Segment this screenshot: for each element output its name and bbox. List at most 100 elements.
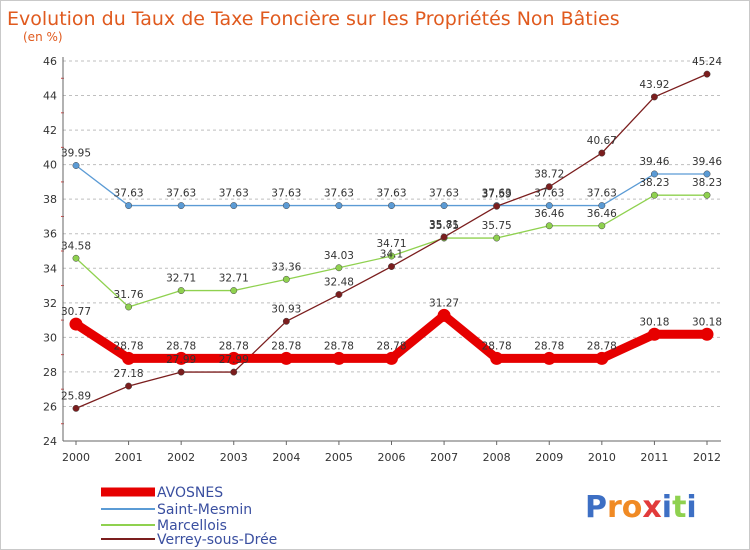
x-tick-label: 2009 [535, 451, 563, 464]
data-point [542, 351, 556, 365]
data-label: 30.93 [271, 303, 301, 315]
data-label: 37.63 [219, 188, 249, 200]
data-label: 36.46 [587, 208, 617, 220]
data-label: 27.99 [166, 354, 196, 366]
data-point [72, 404, 80, 412]
data-label: 38.23 [639, 177, 669, 189]
data-point [545, 222, 553, 230]
data-label: 34.58 [61, 240, 91, 252]
data-label: 30.18 [692, 316, 722, 328]
y-tick-label: 46 [43, 55, 57, 68]
chart-title: Evolution du Taux de Taxe Foncière sur l… [7, 8, 620, 30]
data-label: 37.63 [482, 188, 512, 200]
series-saint-mesmin [72, 162, 711, 210]
x-tick-label: 2002 [167, 451, 195, 464]
y-tick-label: 24 [43, 435, 57, 448]
y-tick-label: 44 [43, 90, 57, 103]
data-point [177, 368, 185, 376]
data-point [388, 202, 395, 210]
data-point [598, 149, 606, 157]
data-label: 28.78 [534, 340, 564, 352]
data-point [230, 287, 238, 295]
data-point [440, 233, 448, 241]
data-point [703, 70, 711, 78]
data-label: 28.78 [166, 340, 196, 352]
data-label: 37.59 [482, 188, 512, 200]
x-tick-label: 2010 [588, 451, 616, 464]
legend: AVOSNESSaint-MesminMarcelloisVerrey-sous… [101, 485, 277, 548]
proxiti-logo: Proxiti [585, 490, 697, 525]
data-label: 38.23 [692, 177, 722, 189]
data-label: 39.46 [639, 156, 669, 168]
data-label: 43.92 [639, 79, 669, 91]
logo-letter: o [622, 490, 643, 525]
x-tick-label: 2007 [430, 451, 458, 464]
data-point [493, 234, 501, 242]
data-point [595, 351, 609, 365]
data-point [69, 317, 83, 331]
y-tick-label: 32 [43, 297, 57, 310]
data-label: 25.89 [61, 390, 91, 402]
data-point [332, 351, 346, 365]
data-point [230, 368, 238, 376]
data-point [282, 202, 290, 210]
series-layer [69, 70, 714, 412]
data-label: 35.75 [429, 220, 459, 232]
data-point [282, 317, 290, 325]
legend-label: Saint-Mesmin [157, 502, 252, 518]
data-label: 32.71 [219, 273, 249, 285]
chart-subtitle: (en %) [23, 30, 63, 44]
data-label: 37.63 [114, 188, 144, 200]
x-tick-label: 2005 [325, 451, 353, 464]
data-label: 34.71 [376, 238, 406, 250]
y-tick-label: 36 [43, 228, 57, 241]
logo-letter: r [607, 490, 622, 525]
data-point [125, 303, 133, 311]
y-tick-label: 38 [43, 193, 57, 206]
data-point [335, 264, 343, 272]
data-point [177, 287, 185, 295]
data-point [72, 162, 80, 169]
logo-letter: P [585, 490, 607, 525]
data-label: 27.18 [114, 368, 144, 380]
axes: 24 26 28 30 32 34 36 38 40 42 44 46 2000 2001 2002 2003… [43, 55, 721, 464]
data-point [703, 191, 711, 199]
data-point [490, 351, 504, 365]
logo-letter: t [672, 490, 686, 525]
data-label: 28.78 [219, 340, 249, 352]
data-label: 28.78 [114, 340, 144, 352]
y-tick-label: 26 [43, 400, 57, 413]
data-point [72, 254, 80, 262]
x-tick-label: 2012 [693, 451, 721, 464]
data-label: 35.81 [429, 219, 459, 231]
data-label: 37.63 [534, 188, 564, 200]
data-point [545, 202, 553, 210]
data-label: 31.27 [429, 297, 459, 309]
x-tick-label: 2004 [272, 451, 300, 464]
series-avosnes [69, 308, 714, 365]
x-tick-label: 2000 [62, 451, 90, 464]
data-point [437, 308, 451, 322]
y-tick-label: 30 [43, 331, 57, 344]
data-point [650, 170, 658, 178]
data-point [282, 275, 290, 283]
x-tick-label: 2006 [378, 451, 406, 464]
data-point [703, 170, 711, 178]
logo-letter: i [686, 490, 696, 525]
x-tick-label: 2003 [220, 451, 248, 464]
data-point [335, 202, 343, 210]
data-label: 28.78 [271, 340, 301, 352]
data-point [125, 382, 133, 390]
data-label: 37.63 [376, 188, 406, 200]
data-label: 39.95 [61, 148, 91, 160]
data-point [650, 93, 658, 101]
x-tick-label: 2011 [640, 451, 668, 464]
data-point [279, 351, 293, 365]
series-verrey-sous-dr-e [72, 70, 711, 412]
data-point [545, 183, 553, 191]
data-point [227, 351, 241, 365]
data-point [385, 351, 398, 365]
data-point [335, 291, 343, 298]
y-tick-label: 34 [43, 262, 57, 275]
